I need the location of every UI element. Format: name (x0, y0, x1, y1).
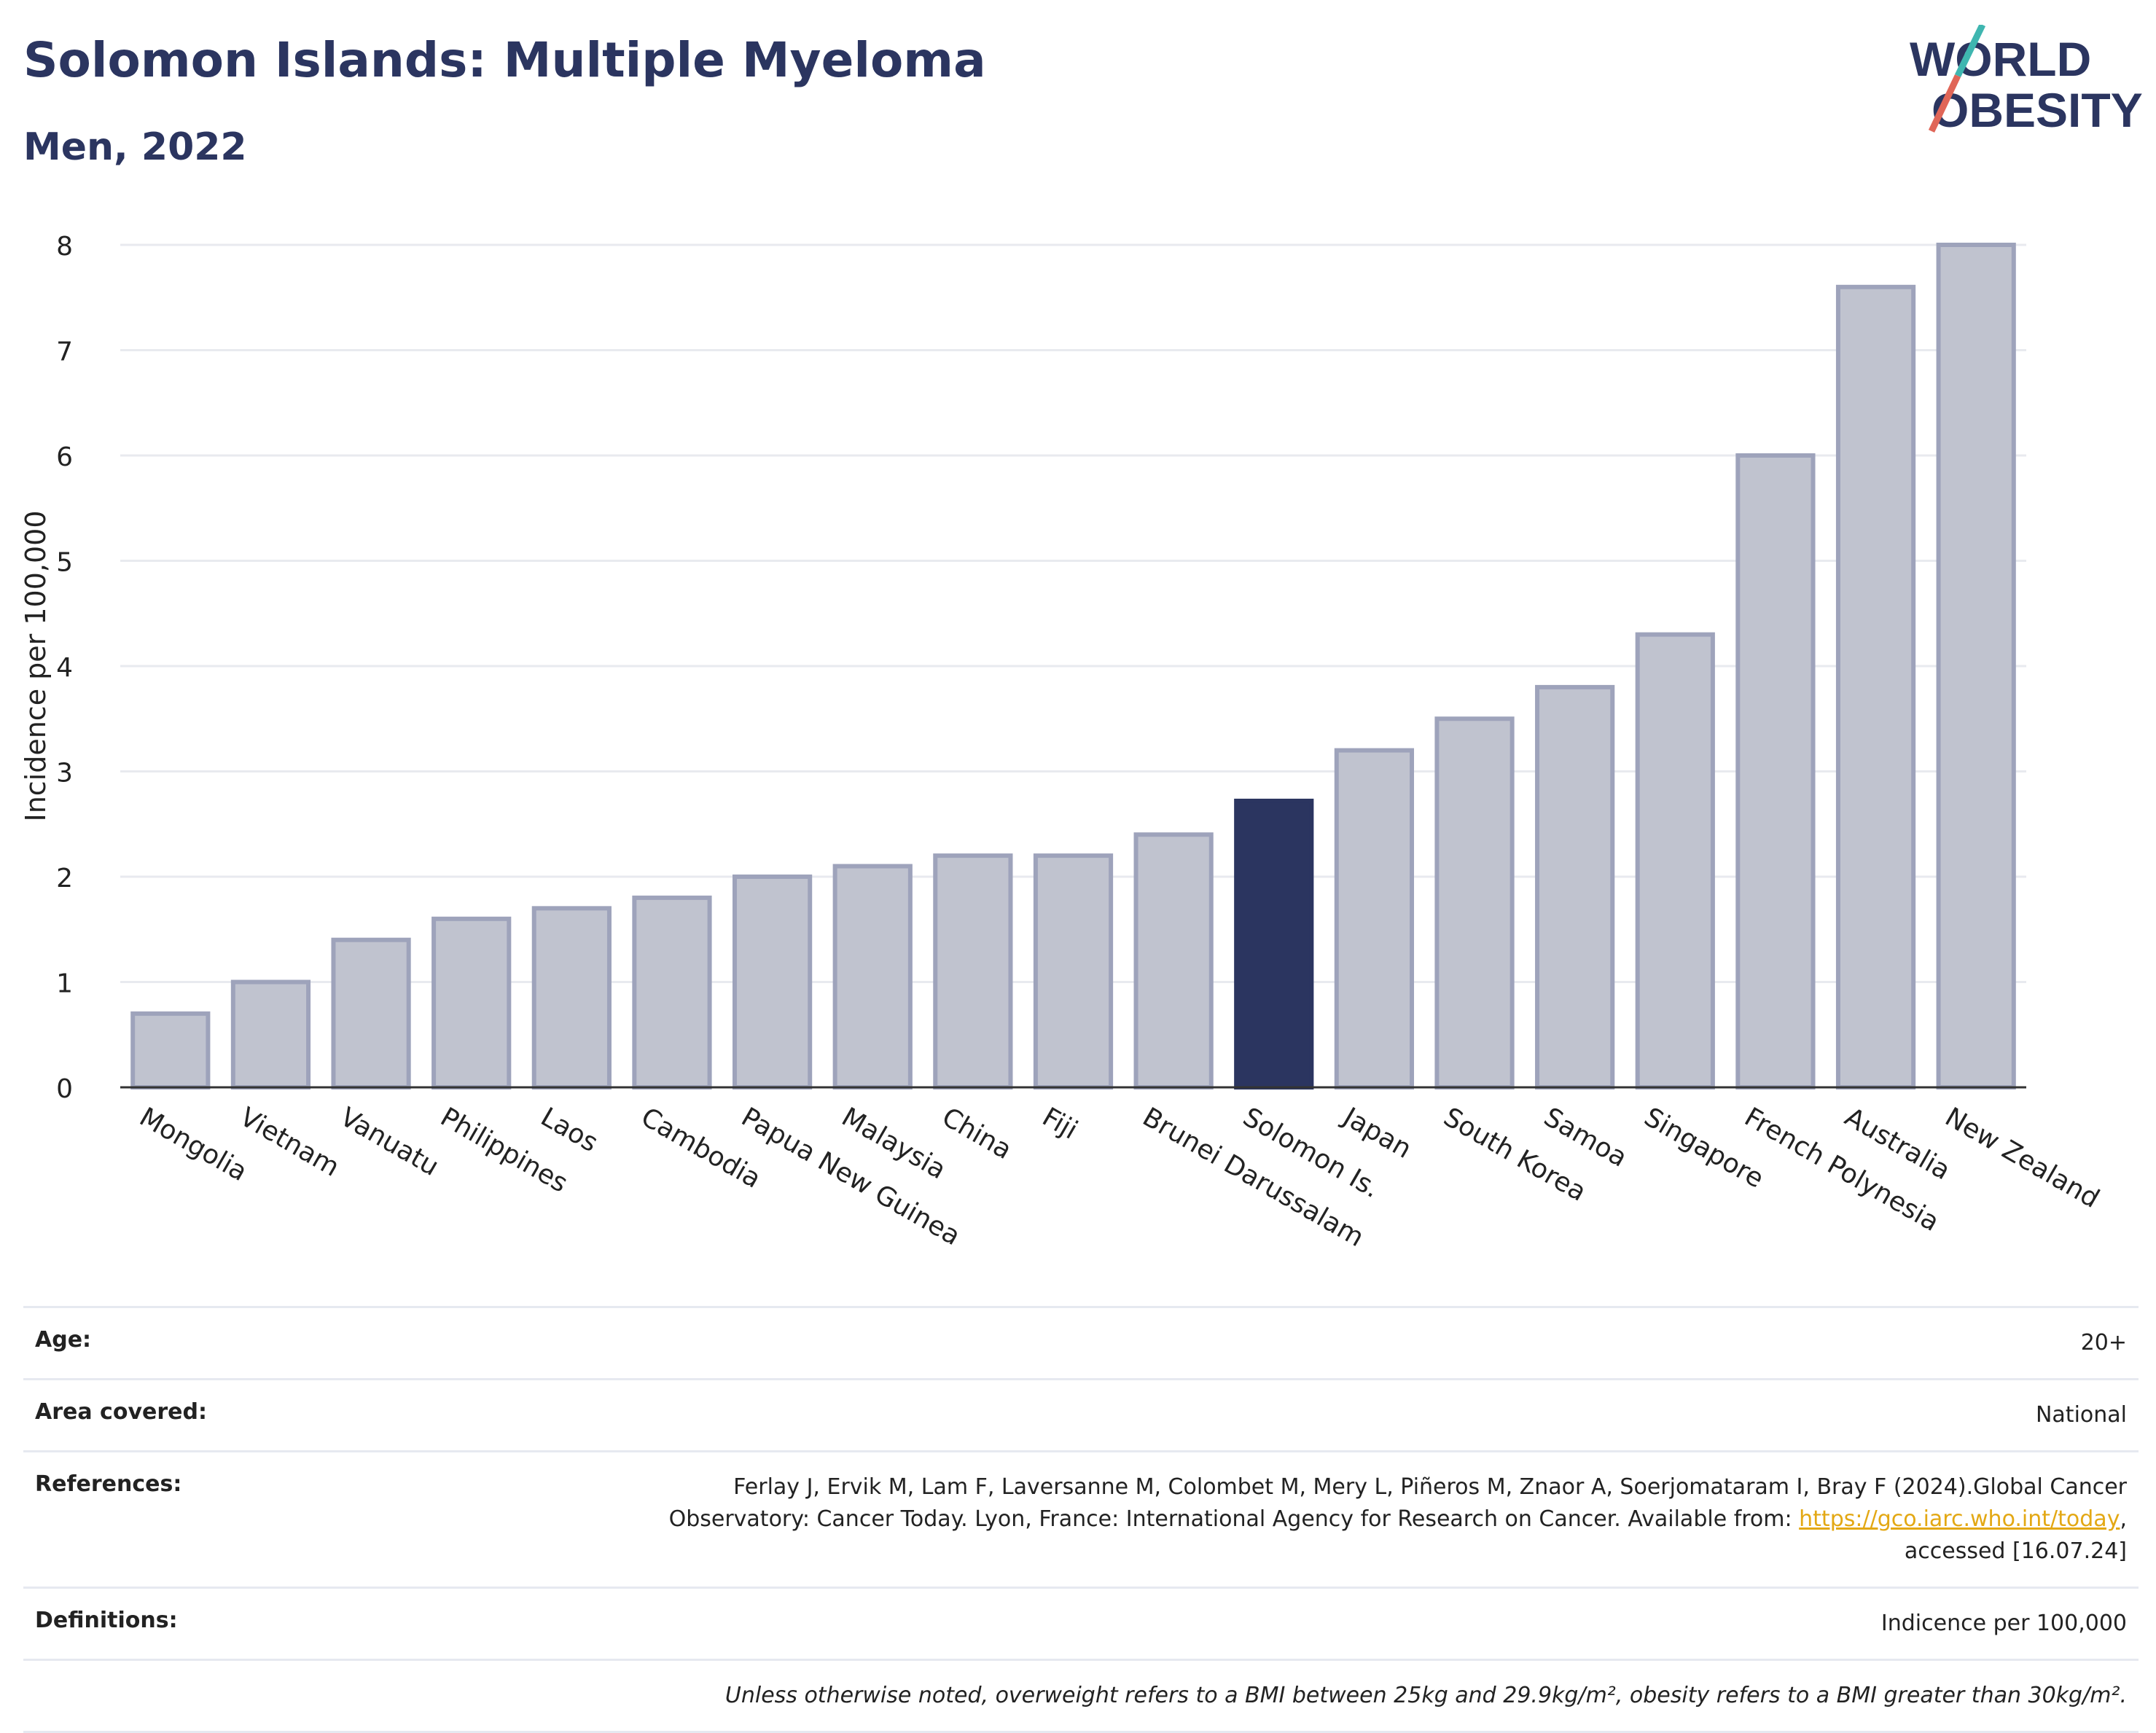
references-line2-end: , (2120, 1506, 2127, 1532)
bar (1635, 632, 1715, 1090)
y-axis-label: Incidence per 100,000 (20, 510, 52, 821)
x-tick-label: Laos (536, 1102, 603, 1158)
info-row-definitions: Definitions: Indicence per 100,000 (23, 1587, 2139, 1659)
world-obesity-logo: WORLD OBESITY (1910, 25, 2143, 137)
info-row-references: References: Ferlay J, Ervik M, Lam F, La… (23, 1450, 2139, 1587)
x-tick-label: Vanuatu (335, 1102, 444, 1182)
y-tick-label: 3 (56, 759, 73, 789)
bar (933, 853, 1013, 1090)
x-tick-label: New Zealand (1940, 1102, 2104, 1214)
references-line1: Ferlay J, Ervik M, Lam F, Laversanne M, … (733, 1474, 2127, 1500)
info-row-note: Unless otherwise noted, overweight refer… (23, 1659, 2139, 1733)
y-tick-label: 1 (56, 969, 73, 999)
definitions-label: Definitions: (35, 1608, 178, 1633)
y-tick-label: 8 (56, 232, 73, 262)
x-tick-label: Vietnam (235, 1102, 344, 1183)
svg-text:OBESITY: OBESITY (1932, 83, 2143, 137)
references-label: References: (35, 1471, 182, 1497)
bar (832, 864, 913, 1090)
x-tick-label: Mongolia (134, 1102, 252, 1187)
bar (431, 916, 512, 1090)
bar (1535, 684, 1615, 1090)
references-link[interactable]: https://gco.iarc.who.int/today (1799, 1506, 2120, 1532)
bar (230, 979, 311, 1090)
bmi-note: Unless otherwise noted, overweight refer… (724, 1683, 2127, 1708)
bar (130, 1011, 211, 1090)
y-tick-label: 0 (56, 1074, 73, 1104)
bar (1234, 798, 1314, 1090)
bar (331, 937, 411, 1090)
references-line2: Observatory: Cancer Today. Lyon, France:… (668, 1506, 1800, 1532)
y-axis-ticks: 0 1 2 3 4 5 6 7 8 (56, 232, 73, 1104)
y-tick-label: 7 (56, 337, 73, 367)
y-tick-label: 4 (56, 653, 73, 683)
y-tick-label: 5 (56, 548, 73, 578)
bar (531, 906, 612, 1090)
y-tick-label: 6 (56, 442, 73, 472)
area-label: Area covered: (35, 1399, 207, 1425)
x-tick-label: China (937, 1102, 1017, 1165)
page-title: Solomon Islands: Multiple Myeloma (23, 32, 986, 88)
info-row-age: Age: 20+ (23, 1306, 2139, 1378)
bar (1735, 453, 1816, 1090)
bar (1936, 243, 2016, 1090)
bar (732, 875, 813, 1090)
definitions-value: Indicence per 100,000 (1880, 1611, 2127, 1636)
bar (632, 895, 712, 1090)
svg-text:WORLD: WORLD (1910, 32, 2091, 86)
info-table: Age: 20+ Area covered: National Referenc… (23, 1306, 2139, 1733)
x-tick-label: Japan (1337, 1101, 1416, 1165)
info-row-area: Area covered: National (23, 1378, 2139, 1450)
bar-chart: 0 1 2 3 4 5 6 7 8 MongoliaVietnamVanuatuPhilippi… (20, 232, 2104, 1253)
references-value: Ferlay J, Ervik M, Lam F, Laversanne M, … (669, 1471, 2127, 1568)
x-tick-label: Fiji (1037, 1102, 1082, 1146)
bar (1033, 853, 1114, 1090)
bar (1133, 832, 1214, 1090)
references-line3: accessed [16.07.24] (1904, 1538, 2127, 1564)
page-subtitle: Men, 2022 (23, 125, 247, 169)
area-value: National (2035, 1402, 2127, 1428)
bar (1334, 748, 1415, 1090)
y-tick-label: 2 (56, 864, 73, 893)
age-value: 20+ (2080, 1330, 2127, 1356)
bar (1434, 716, 1515, 1090)
bar (1835, 284, 1916, 1090)
age-label: Age: (35, 1327, 92, 1353)
